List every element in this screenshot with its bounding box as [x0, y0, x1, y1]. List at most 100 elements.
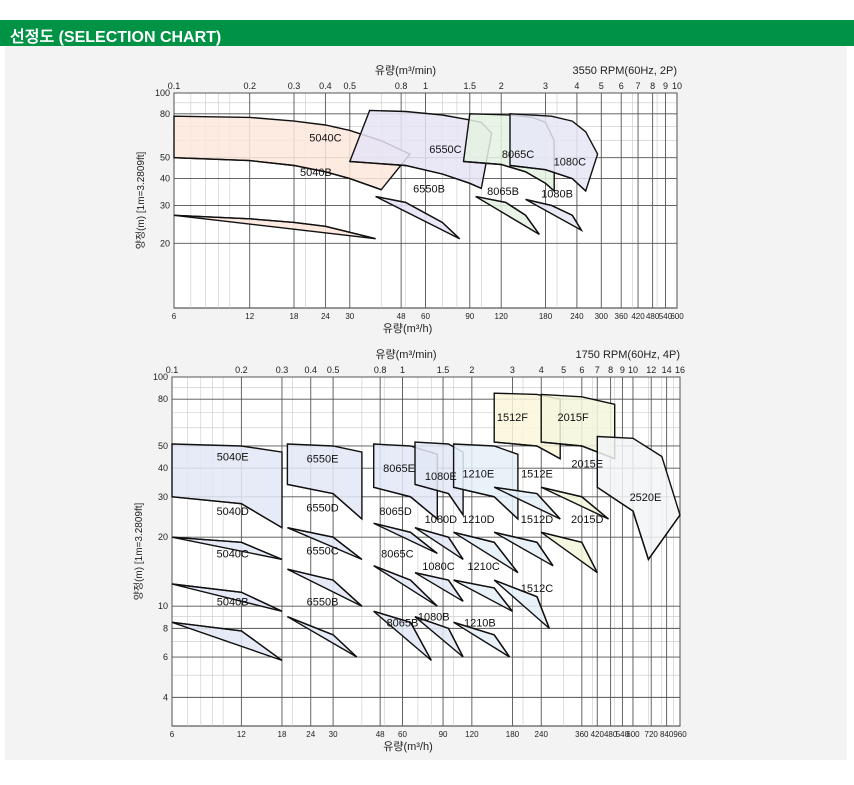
chart1-curve-8065C [463, 160, 555, 192]
chart2-curve-1512E [494, 486, 561, 520]
chart2-xtick: 420 [591, 730, 605, 739]
chart2-xtick: 60 [398, 730, 407, 739]
chart1-xtick: 240 [570, 312, 584, 321]
chart2-curve-1512F [494, 441, 561, 460]
chart2-ytick: 100 [153, 372, 168, 382]
chart1-top-tick: 10 [672, 81, 682, 91]
chart1-curve-5040C [173, 157, 382, 191]
chart1-label-1080C: 1080C [554, 157, 586, 169]
chart2-curve-6550D [287, 527, 363, 560]
chart2-xtick: 120 [465, 730, 479, 739]
chart1-top-tick: 2 [499, 81, 504, 91]
chart1-ylabel: 양정(m) [1m=3.2809ft] [135, 151, 147, 249]
chart1-top-tick: 0.2 [243, 81, 256, 91]
chart1-xtick: 12 [245, 312, 254, 321]
chart2-label-6550C: 6550C [306, 545, 338, 557]
chart2-top-tick: 9 [620, 365, 625, 375]
chart2-curve-2520E [596, 486, 681, 561]
chart2-label-2015D: 2015D [571, 514, 603, 526]
chart2-ytick: 8 [163, 623, 168, 633]
chart2-ytick: 80 [158, 394, 168, 404]
chart2-curve-1210C [453, 579, 513, 612]
chart2-curve-1080C [414, 572, 464, 602]
chart2-label-1512E: 1512E [521, 468, 553, 480]
chart1-top-tick: 3 [543, 81, 548, 91]
chart1-top-tick: 8 [650, 81, 655, 91]
chart2-xtick: 30 [329, 730, 338, 739]
chart2-curve-6550C [287, 568, 363, 607]
chart2-xtick: 960 [673, 730, 687, 739]
chart2-label-5040B: 5040B [217, 596, 249, 608]
chart1-curve-5040B [173, 214, 376, 240]
chart1-ytick: 20 [160, 238, 170, 248]
chart2-top-tick: 3 [510, 365, 515, 375]
chart2-top-tick: 0.1 [166, 365, 179, 375]
chart1-top-tick: 6 [619, 81, 624, 91]
chart2-label-8065B: 8065B [387, 617, 419, 629]
page-title: 선정도 (SELECTION CHART) [10, 29, 222, 46]
chart2-label-8065D: 8065D [379, 506, 411, 518]
chart2-ytick: 6 [163, 652, 168, 662]
chart2-curve-1210D [453, 531, 519, 574]
chart1-top-tick: 7 [636, 81, 641, 91]
chart1-xtick: 18 [290, 312, 299, 321]
chart2-top-tick: 6 [579, 365, 584, 375]
chart2-curve-8065D [373, 522, 438, 554]
chart2-ytick: 20 [158, 532, 168, 542]
chart1-ytick: 50 [160, 153, 170, 163]
chart2-curve-1210E [453, 486, 519, 520]
chart1-label-6550C: 6550C [429, 144, 461, 156]
chart1-xtick: 480 [646, 312, 660, 321]
chart2-top-tick: 16 [675, 365, 685, 375]
chart1-xtick: 120 [495, 312, 509, 321]
chart2-label-1512D: 1512D [521, 514, 553, 526]
chart2-top-tick: 2 [469, 365, 474, 375]
header-bar: 선정도 (SELECTION CHART) [0, 20, 854, 46]
chart2-label-8065E: 8065E [383, 463, 415, 475]
chart-panel: 5040C 5040B 6550C 6550B 8065C 8065B 1080C 1080B… [5, 46, 847, 760]
chart2-top-tick: 14 [662, 365, 672, 375]
chart2-label-1512F: 1512F [497, 412, 528, 424]
chart2-curve-5040D [171, 536, 283, 561]
chart1-xtick: 180 [539, 312, 553, 321]
chart2-xtick: 24 [306, 730, 315, 739]
chart2-xtick: 540 [616, 730, 630, 739]
chart1-xtick: 60 [421, 312, 430, 321]
chart2-ytick: 50 [158, 441, 168, 451]
chart1-curve-1080C [509, 164, 587, 192]
chart2-label-1080D: 1080D [425, 514, 457, 526]
selection-chart-svg: 5040C 5040B 6550C 6550B 8065C 8065B 1080C 1080B… [133, 64, 687, 753]
chart2-label-1080E: 1080E [425, 471, 457, 483]
chart1-curve-8065B [475, 195, 540, 235]
chart2-label-5040C: 5040C [216, 548, 248, 560]
chart2-xtick: 18 [278, 730, 287, 739]
chart1-xtick: 90 [465, 312, 474, 321]
chart2-top-tick: 1.5 [437, 365, 450, 375]
chart2-curve-1512C [493, 579, 550, 629]
chart2-top-tick: 5 [561, 365, 566, 375]
chart1-label-5040B: 5040B [300, 167, 332, 179]
chart2-curve-1080D [414, 527, 464, 560]
chart2-label-1080C: 1080C [422, 561, 454, 573]
chart2-xtick: 180 [506, 730, 520, 739]
chart2-curve-8065C [373, 565, 438, 607]
chart2-top-tick: 0.4 [305, 365, 318, 375]
chart2-label-2520E: 2520E [630, 492, 662, 504]
chart2-curve-2015D [541, 531, 598, 574]
chart2-label-1080B: 1080B [418, 612, 450, 624]
chart2-label-5040D: 5040D [216, 506, 248, 518]
chart1-label-5040C: 5040C [309, 133, 341, 145]
chart2-label-1210C: 1210C [467, 561, 499, 573]
chart2-curve-8065B [373, 610, 432, 661]
chart2-top-tick: 10 [628, 365, 638, 375]
chart2-top-tick: 7 [595, 365, 600, 375]
chart2-xtick: 720 [645, 730, 659, 739]
chart2-top-tick: 8 [608, 365, 613, 375]
chart1-xtick: 600 [670, 312, 684, 321]
chart2-xtick: 90 [439, 730, 448, 739]
chart1-top-tick: 4 [574, 81, 579, 91]
chart1-xtick: 300 [595, 312, 609, 321]
chart2-xtick: 240 [535, 730, 549, 739]
chart1-ytick: 30 [160, 200, 170, 210]
chart2-label-6550E: 6550E [307, 454, 339, 466]
